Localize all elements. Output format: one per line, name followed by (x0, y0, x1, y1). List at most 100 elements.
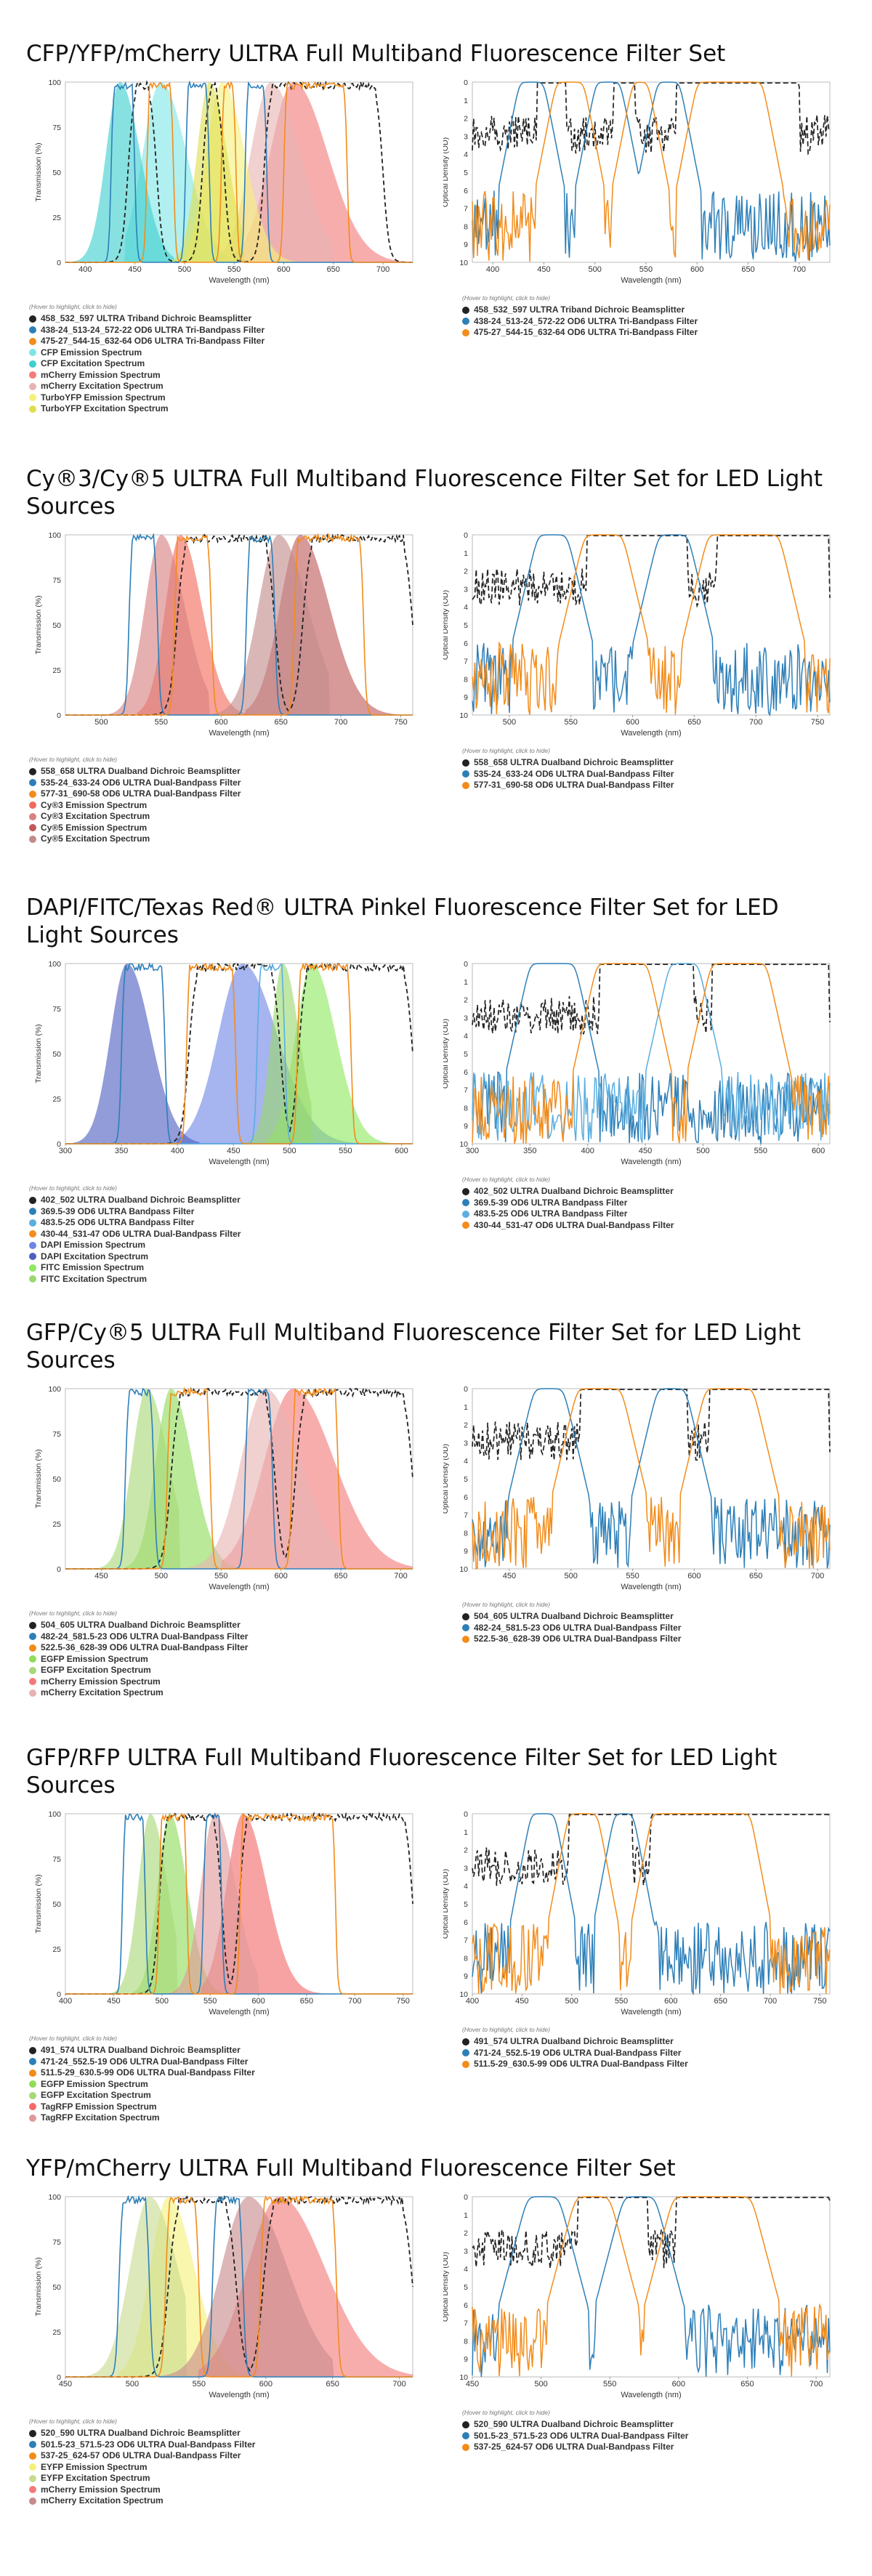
legend-item[interactable]: Cy®3 Excitation Spectrum (29, 811, 241, 823)
legend-item[interactable]: DAPI Excitation Spectrum (29, 1251, 241, 1263)
legend-item[interactable]: EGFP Excitation Spectrum (29, 2090, 255, 2101)
legend-item[interactable]: mCherry Emission Spectrum (29, 2484, 255, 2496)
filter-od-line[interactable] (472, 1813, 831, 1994)
legend-item[interactable]: CFP Emission Spectrum (29, 347, 265, 359)
legend-item[interactable]: EGFP Emission Spectrum (29, 1654, 248, 1665)
dichroic-od-line[interactable] (472, 964, 831, 1035)
dichroic-line[interactable] (65, 1386, 413, 1570)
filter-od-line[interactable] (472, 534, 831, 717)
legend-item[interactable]: 430-44_531-47 OD6 ULTRA Dual-Bandpass Fi… (29, 1229, 241, 1240)
legend-item[interactable]: 577-31_690-58 OD6 ULTRA Dual-Bandpass Fi… (29, 788, 241, 800)
spectrum-area[interactable] (65, 82, 413, 262)
legend-item[interactable]: 458_532_597 ULTRA Triband Dichroic Beams… (462, 304, 698, 316)
legend-item[interactable]: mCherry Emission Spectrum (29, 370, 265, 381)
legend-item[interactable]: 577-31_690-58 OD6 ULTRA Dual-Bandpass Fi… (462, 780, 674, 791)
legend-item[interactable]: Cy®5 Emission Spectrum (29, 823, 241, 834)
filter-od-line[interactable] (472, 1388, 831, 1570)
spectrum-area[interactable] (65, 2197, 413, 2377)
legend-item[interactable]: 535-24_633-24 OD6 ULTRA Dual-Bandpass Fi… (29, 778, 241, 789)
legend-item[interactable]: 520_590 ULTRA Dualband Dichroic Beamspli… (29, 2428, 255, 2439)
dichroic-line[interactable] (65, 1811, 413, 1995)
filter-od-line[interactable] (472, 81, 831, 262)
legend-item[interactable]: 369.5-39 OD6 ULTRA Bandpass Filter (29, 1206, 241, 1218)
dichroic-od-line[interactable] (472, 82, 831, 156)
spectrum-area[interactable] (65, 535, 413, 715)
legend-item[interactable]: mCherry Excitation Spectrum (29, 381, 265, 392)
legend-item[interactable]: TagRFP Excitation Spectrum (29, 2112, 255, 2124)
spectrum-area[interactable] (65, 1814, 413, 1994)
legend-item[interactable]: FITC Emission Spectrum (29, 1262, 241, 1274)
legend-item[interactable]: 402_502 ULTRA Dualband Dichroic Beamspli… (29, 1195, 241, 1206)
legend-item[interactable]: 535-24_633-24 OD6 ULTRA Dual-Bandpass Fi… (462, 769, 674, 780)
legend-item[interactable]: DAPI Emission Spectrum (29, 1240, 241, 1251)
legend-item[interactable]: Cy®3 Emission Spectrum (29, 800, 241, 812)
filter-line[interactable] (65, 533, 413, 716)
filter-od-line[interactable] (472, 2196, 831, 2377)
legend-item[interactable]: 491_574 ULTRA Dualband Dichroic Beamspli… (462, 2036, 688, 2048)
filter-od-line[interactable] (472, 534, 831, 715)
legend-item[interactable]: EGFP Excitation Spectrum (29, 1665, 248, 1676)
spectrum-area[interactable] (65, 964, 413, 1144)
legend-item[interactable]: 558_658 ULTRA Dualband Dichroic Beamspli… (462, 757, 674, 769)
legend-item[interactable]: 458_532_597 ULTRA Triband Dichroic Beams… (29, 313, 265, 325)
legend-item[interactable]: 537-25_624-57 OD6 ULTRA Dual-Bandpass Fi… (29, 2450, 255, 2462)
legend-item[interactable]: CFP Excitation Spectrum (29, 358, 265, 370)
spectrum-area[interactable] (65, 1389, 413, 1569)
legend-item[interactable]: TagRFP Emission Spectrum (29, 2101, 255, 2113)
legend-item[interactable]: 504_605 ULTRA Dualband Dichroic Beamspli… (462, 1611, 681, 1623)
dichroic-line[interactable] (65, 962, 413, 1144)
spectrum-area[interactable] (65, 535, 413, 715)
filter-od-line[interactable] (472, 2196, 831, 2378)
legend-item[interactable]: EYFP Excitation Spectrum (29, 2473, 255, 2484)
legend-item[interactable]: 438-24_513-24_572-22 OD6 ULTRA Tri-Bandp… (29, 325, 265, 336)
legend-item[interactable]: mCherry Excitation Spectrum (29, 1687, 248, 1699)
dichroic-od-line[interactable] (472, 535, 831, 608)
spectrum-area[interactable] (65, 964, 413, 1144)
legend-item[interactable]: 438-24_513-24_572-22 OD6 ULTRA Tri-Bandp… (462, 316, 698, 328)
dichroic-od-line[interactable] (472, 1389, 831, 1461)
filter-line[interactable] (65, 961, 413, 1144)
legend-item[interactable]: EGFP Emission Spectrum (29, 2079, 255, 2091)
legend-item[interactable]: 475-27_544-15_632-64 OD6 ULTRA Tri-Bandp… (462, 327, 698, 339)
spectrum-area[interactable] (65, 2197, 413, 2377)
legend-item[interactable]: 475-27_544-15_632-64 OD6 ULTRA Tri-Bandp… (29, 336, 265, 347)
dichroic-od-line[interactable] (472, 2197, 831, 2269)
legend-item[interactable]: 471-24_552.5-19 OD6 ULTRA Dual-Bandpass … (462, 2048, 688, 2059)
legend-item[interactable]: 520_590 ULTRA Dualband Dichroic Beamspli… (462, 2419, 688, 2431)
filter-line[interactable] (65, 1386, 413, 1570)
legend-item[interactable]: 522.5-36_628-39 OD6 ULTRA Dual-Bandpass … (462, 1634, 681, 1645)
filter-od-line[interactable] (472, 1388, 831, 1569)
legend-item[interactable]: EYFP Emission Spectrum (29, 2462, 255, 2474)
filter-od-line[interactable] (472, 1813, 831, 1996)
filter-od-line[interactable] (472, 963, 831, 1144)
filter-line[interactable] (65, 1812, 413, 1995)
spectrum-area[interactable] (65, 1389, 413, 1569)
legend-item[interactable]: 491_574 ULTRA Dualband Dichroic Beamspli… (29, 2045, 255, 2056)
filter-line[interactable] (65, 533, 413, 716)
legend-item[interactable]: 369.5-39 OD6 ULTRA Bandpass Filter (462, 1198, 674, 1209)
legend-item[interactable]: 504_605 ULTRA Dualband Dichroic Beamspli… (29, 1620, 248, 1631)
legend-item[interactable]: 501.5-23_571.5-23 OD6 ULTRA Dual-Bandpas… (29, 2439, 255, 2451)
filter-line[interactable] (65, 2195, 413, 2378)
legend-item[interactable]: 483.5-25 OD6 ULTRA Bandpass Filter (29, 1217, 241, 1229)
spectrum-area[interactable] (65, 82, 413, 262)
legend-item[interactable]: 511.5-29_630.5-99 OD6 ULTRA Dual-Bandpas… (29, 2067, 255, 2079)
spectrum-area[interactable] (65, 2197, 413, 2377)
legend-item[interactable]: 511.5-29_630.5-99 OD6 ULTRA Dual-Bandpas… (462, 2059, 688, 2070)
legend-item[interactable]: 482-24_581.5-23 OD6 ULTRA Dual-Bandpass … (29, 1631, 248, 1643)
spectrum-area[interactable] (65, 82, 413, 262)
legend-item[interactable]: 430-44_531-47 OD6 ULTRA Dual-Bandpass Fi… (462, 1220, 674, 1232)
legend-item[interactable]: 501.5-23_571.5-23 OD6 ULTRA Dual-Bandpas… (462, 2431, 688, 2442)
legend-item[interactable]: TurboYFP Excitation Spectrum (29, 403, 265, 415)
legend-item[interactable]: 558_658 ULTRA Dualband Dichroic Beamspli… (29, 766, 241, 778)
dichroic-line[interactable] (65, 533, 413, 716)
legend-item[interactable]: 482-24_581.5-23 OD6 ULTRA Dual-Bandpass … (462, 1623, 681, 1634)
dichroic-od-line[interactable] (472, 1814, 831, 1886)
spectrum-area[interactable] (65, 82, 413, 262)
legend-item[interactable]: 522.5-36_628-39 OD6 ULTRA Dual-Bandpass … (29, 1642, 248, 1654)
legend-item[interactable]: 402_502 ULTRA Dualband Dichroic Beamspli… (462, 1186, 674, 1198)
legend-item[interactable]: mCherry Excitation Spectrum (29, 2495, 255, 2507)
filter-od-line[interactable] (472, 81, 831, 262)
filter-line[interactable] (65, 81, 413, 263)
spectrum-area[interactable] (65, 1814, 413, 1994)
